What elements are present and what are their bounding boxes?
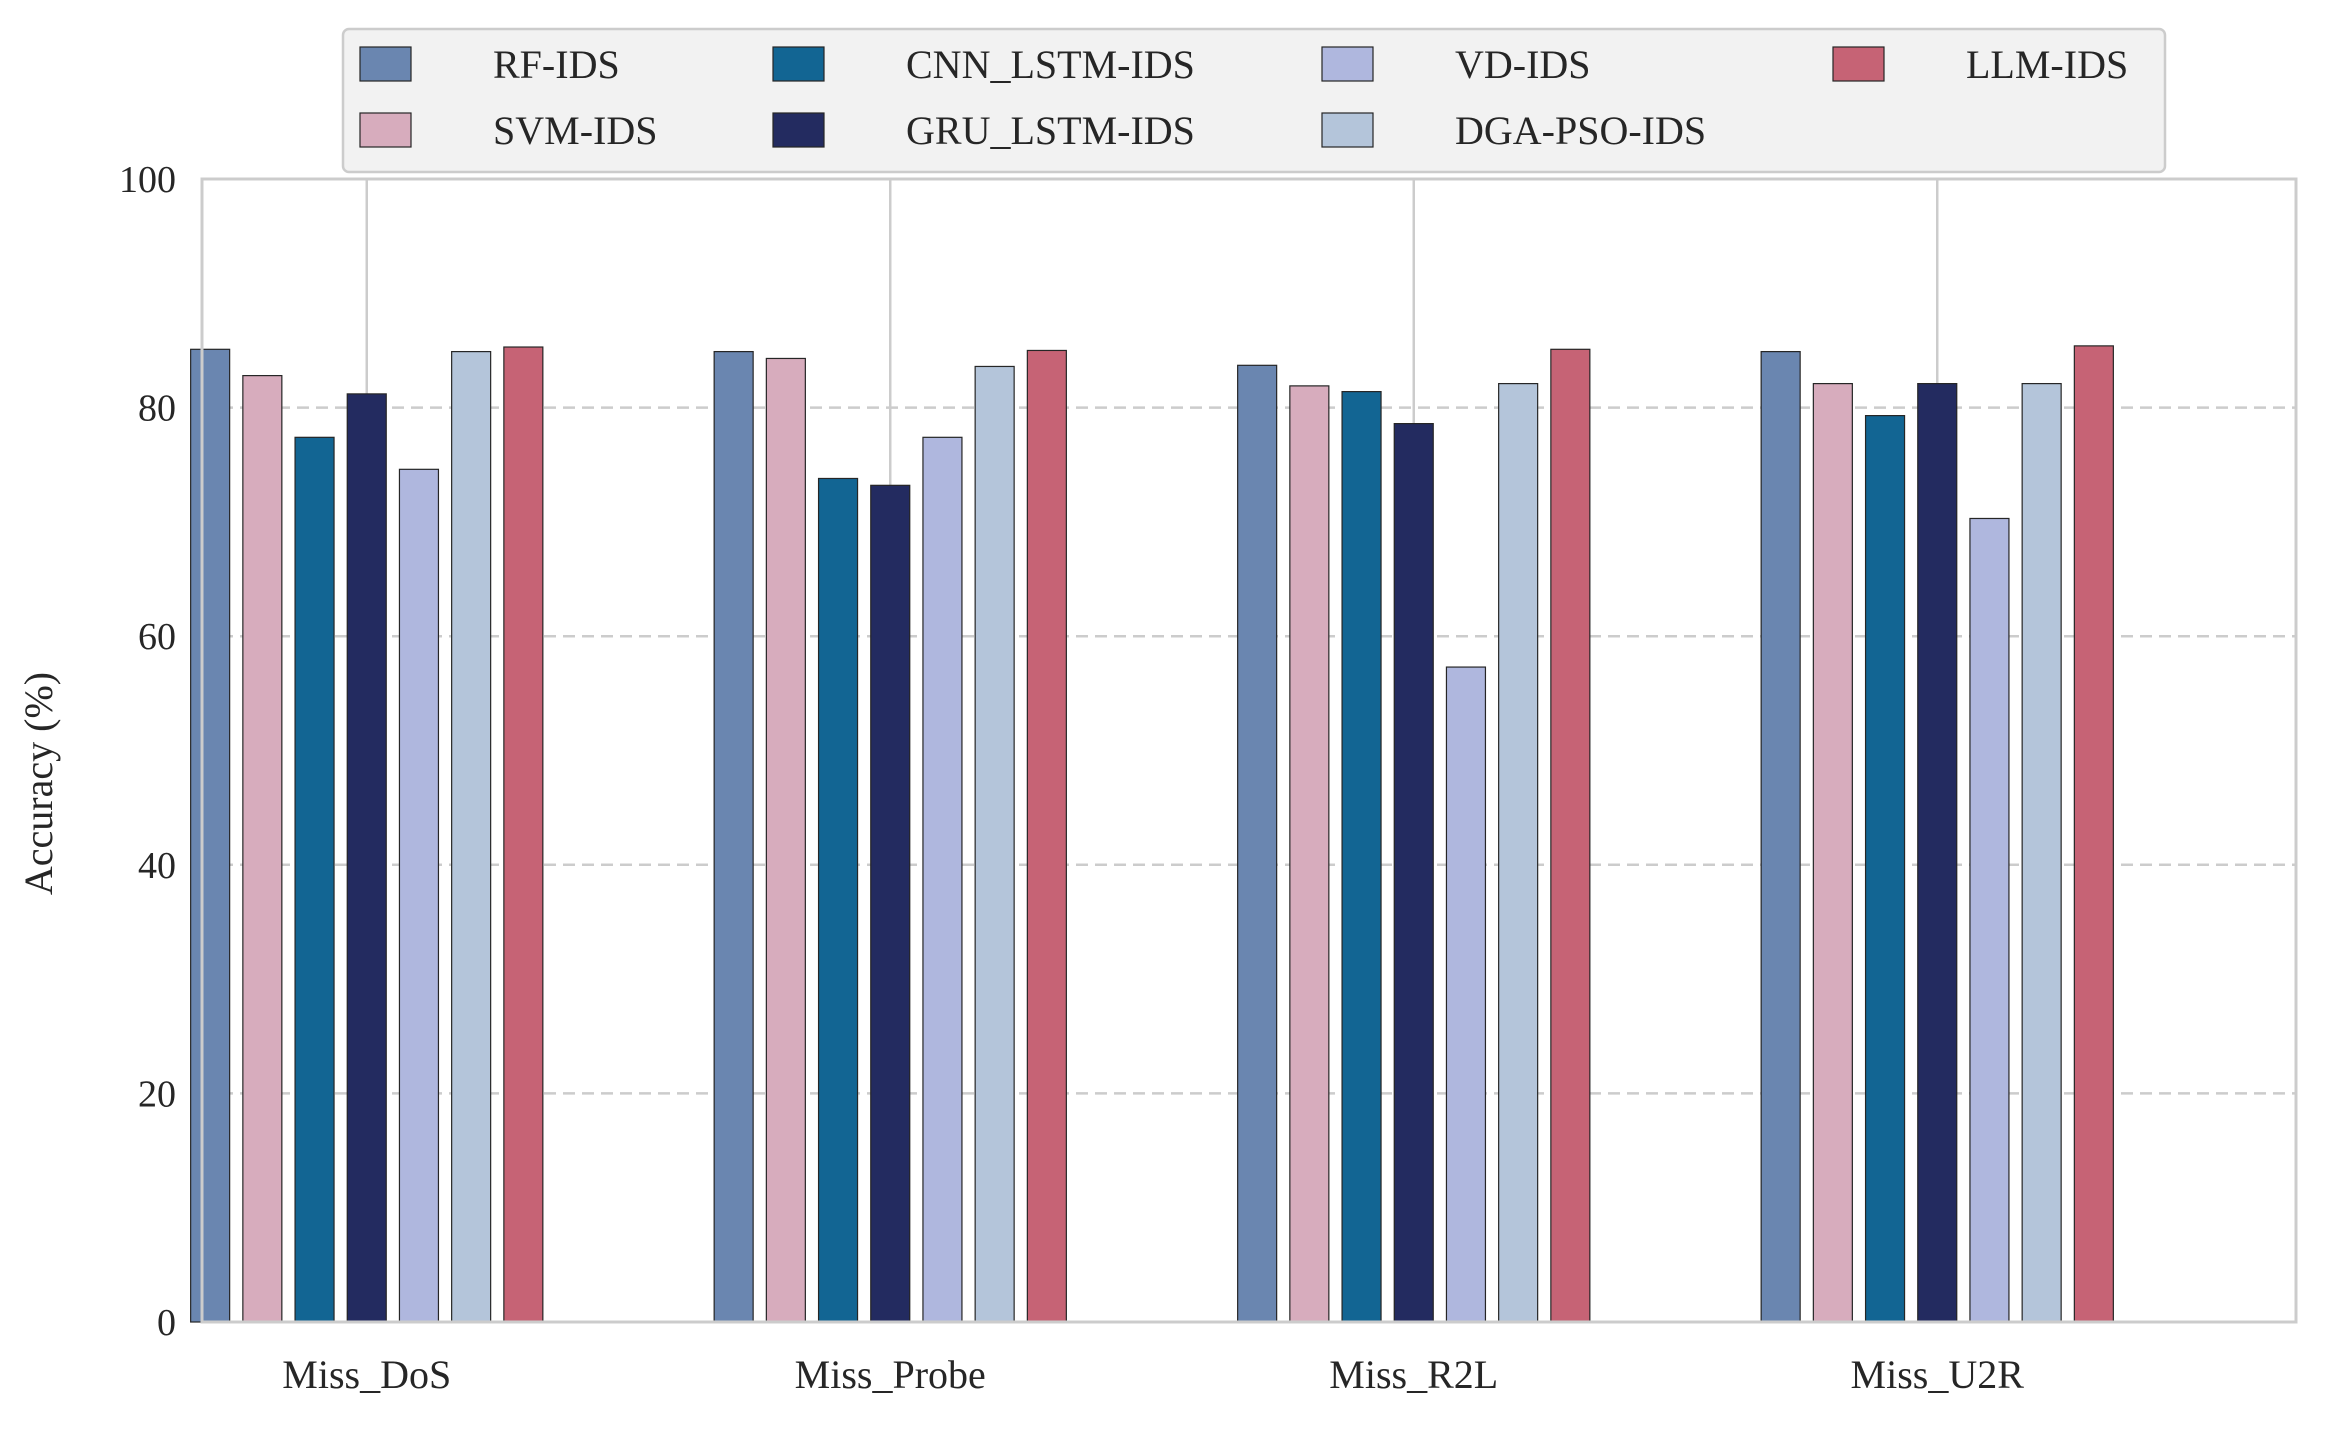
legend-swatch [359, 46, 412, 82]
bar-CNN_LSTM-IDS-Miss_R2L [1341, 390, 1382, 1323]
x-tick-labels: Miss_DoS Miss_Probe Miss_R2L Miss_U2R [282, 1352, 2024, 1397]
bar-RF-IDS-Miss_R2L [1237, 364, 1278, 1323]
bar-SVM-IDS-Miss_Probe [765, 357, 806, 1323]
x-tick-label: Miss_Probe [795, 1352, 986, 1397]
legend-label: RF-IDS [493, 42, 620, 87]
bar-GRU_LSTM-IDS-Miss_Probe [870, 484, 911, 1323]
bar-RF-IDS-Miss_Probe [713, 350, 754, 1323]
y-tick-label: 20 [138, 1073, 176, 1115]
bar-SVM-IDS-Miss_U2R [1812, 382, 1853, 1323]
bar-CNN_LSTM-IDS-Miss_U2R [1864, 415, 1906, 1323]
legend-swatch [1321, 112, 1374, 148]
bars [190, 345, 2114, 1323]
legend-item-RF-IDS: RF-IDS [359, 42, 620, 87]
bar-SVM-IDS-Miss_R2L [1289, 385, 1330, 1323]
bar-DGA-PSO-IDS-Miss_DoS [451, 350, 492, 1323]
bar-DGA-PSO-IDS-Miss_Probe [974, 365, 1015, 1323]
bar-VD-IDS-Miss_Probe [922, 436, 963, 1323]
legend-label: SVM-IDS [493, 108, 657, 153]
bar-LLM-IDS-Miss_R2L [1550, 348, 1591, 1323]
bar-LLM-IDS-Miss_Probe [1026, 349, 1067, 1323]
legend-label: VD-IDS [1455, 42, 1591, 87]
legend-label: DGA-PSO-IDS [1455, 108, 1706, 153]
legend-swatch [772, 46, 825, 82]
legend-item-GRU_LSTM-IDS: GRU_LSTM-IDS [772, 108, 1195, 153]
y-tick-label: 40 [138, 845, 176, 887]
bar-RF-IDS-Miss_DoS [190, 348, 231, 1323]
legend-item-SVM-IDS: SVM-IDS [359, 108, 657, 153]
legend-item-VD-IDS: VD-IDS [1321, 42, 1591, 87]
legend-item-DGA-PSO-IDS: DGA-PSO-IDS [1321, 108, 1706, 153]
bar-RF-IDS-Miss_U2R [1760, 350, 1801, 1323]
bar-LLM-IDS-Miss_DoS [503, 346, 544, 1323]
legend-label: LLM-IDS [1966, 42, 2128, 87]
bar-DGA-PSO-IDS-Miss_R2L [1498, 382, 1539, 1323]
legend-swatch [359, 112, 412, 148]
legend-item-LLM-IDS: LLM-IDS [1832, 42, 2128, 87]
legend-label: GRU_LSTM-IDS [906, 108, 1195, 153]
legend-swatch [1832, 46, 1885, 82]
y-tick-label: 80 [138, 388, 176, 430]
bar-VD-IDS-Miss_U2R [1969, 517, 2010, 1323]
bar-GRU_LSTM-IDS-Miss_DoS [346, 393, 387, 1323]
bar-SVM-IDS-Miss_DoS [242, 374, 283, 1323]
plot-frame [200, 177, 2298, 1324]
bar-GRU_LSTM-IDS-Miss_U2R [1917, 382, 1958, 1323]
bar-VD-IDS-Miss_R2L [1445, 666, 1487, 1323]
x-tick-label: Miss_U2R [1851, 1352, 2025, 1397]
x-tick-label: Miss_R2L [1329, 1352, 1498, 1397]
legend: RF-IDS SVM-IDS CNN_LSTM-IDS GRU_LSTM-IDS VD-… [341, 27, 2167, 174]
bar-LLM-IDS-Miss_U2R [2073, 345, 2114, 1323]
bar-GRU_LSTM-IDS-Miss_R2L [1393, 423, 1434, 1323]
bar-DGA-PSO-IDS-Miss_U2R [2021, 382, 2062, 1323]
bar-CNN_LSTM-IDS-Miss_DoS [294, 436, 335, 1323]
x-tick-label: Miss_DoS [282, 1352, 451, 1397]
legend-label: CNN_LSTM-IDS [906, 42, 1195, 87]
legend-swatch [772, 112, 825, 148]
legend-swatch [1321, 46, 1374, 82]
y-tick-label: 60 [138, 616, 176, 658]
y-tick-label: 100 [119, 159, 176, 201]
y-tick-labels: 0 20 40 60 80 100 [119, 159, 176, 1344]
legend-item-CNN_LSTM-IDS: CNN_LSTM-IDS [772, 42, 1195, 87]
y-tick-label: 0 [157, 1302, 176, 1344]
y-axis-label: Accuracy (%) [16, 672, 61, 895]
bar-CNN_LSTM-IDS-Miss_Probe [817, 477, 859, 1323]
bar-VD-IDS-Miss_DoS [398, 468, 440, 1323]
